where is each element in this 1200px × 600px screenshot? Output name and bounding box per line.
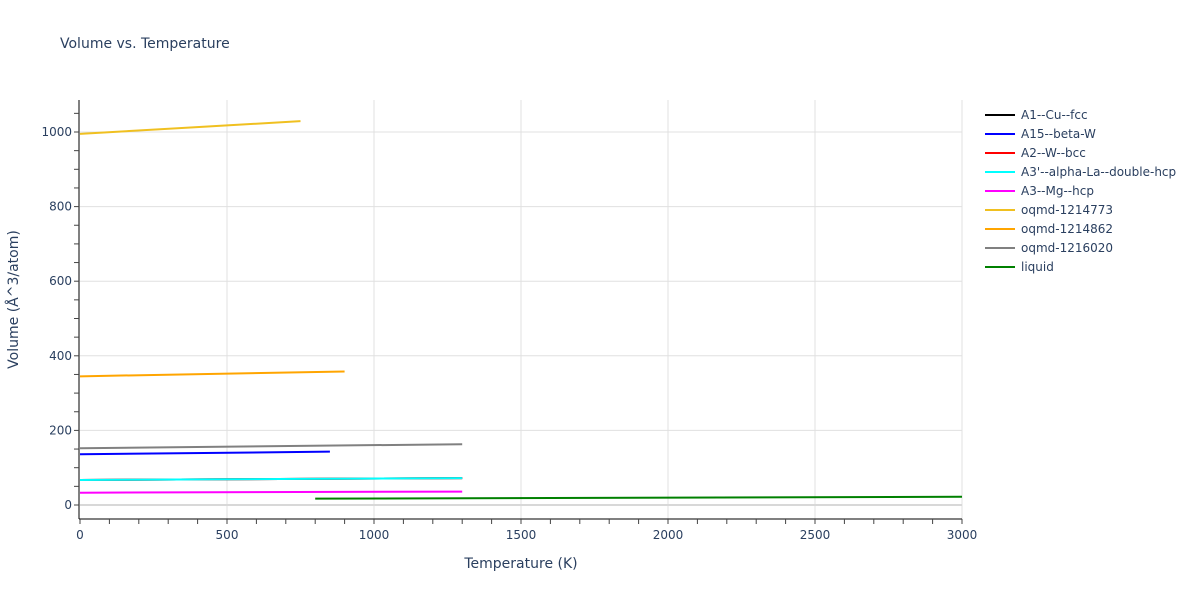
legend-item[interactable]: oqmd-1214862 [985,219,1176,238]
legend-label: A3--Mg--hcp [1021,183,1094,198]
legend-item[interactable]: oqmd-1214773 [985,200,1176,219]
x-tick-label: 3000 [947,528,978,542]
legend-item[interactable]: A2--W--bcc [985,143,1176,162]
legend-label: A1--Cu--fcc [1021,107,1088,122]
legend-label: A15--beta-W [1021,126,1096,141]
legend-item[interactable]: A15--beta-W [985,124,1176,143]
x-tick-label: 2500 [800,528,831,542]
y-tick-label: 400 [49,349,72,363]
y-tick-label: 200 [49,423,72,437]
legend-swatch-icon [985,151,1015,154]
x-tick-label: 500 [216,528,239,542]
legend-swatch-icon [985,170,1015,173]
legend: A1--Cu--fcc A15--beta-W A2--W--bcc A3'--alp… [985,105,1176,276]
legend-item[interactable]: A3--Mg--hcp [985,181,1176,200]
y-tick-label: 1000 [41,125,72,139]
series-line-a3-mg-hcp[interactable] [79,490,463,494]
series-line-liquid[interactable] [315,495,963,500]
y-axis-title: Volume (Å^3/atom) [5,230,22,369]
chart-title: Volume vs. Temperature [60,36,230,52]
series-line-oqmd-1216020[interactable] [79,443,463,450]
legend-label: A3'--alpha-La--double-hcp [1021,164,1177,179]
legend-label: oqmd-1214773 [1021,202,1114,217]
legend-item[interactable]: A3'--alpha-La--double-hcp [985,162,1176,181]
legend-item[interactable]: A1--Cu--fcc [985,105,1176,124]
legend-swatch-icon [985,265,1015,268]
x-tick-label: 1500 [506,528,537,542]
legend-swatch-icon [985,132,1015,135]
x-tick-label: 2000 [653,528,684,542]
legend-label: A2--W--bcc [1021,145,1086,160]
series-line-a3-alpha-la-double-hcp[interactable] [79,477,463,482]
legend-swatch-icon [985,246,1015,249]
legend-label: liquid [1021,259,1054,274]
x-axis-title: Temperature (K) [463,556,577,572]
legend-item[interactable]: oqmd-1216020 [985,238,1176,257]
y-tick-label: 600 [49,274,72,288]
y-tick-label: 0 [64,498,72,512]
legend-swatch-icon [985,189,1015,192]
x-tick-label: 1000 [359,528,390,542]
series-line-a15-beta-w[interactable] [79,450,330,456]
legend-label: oqmd-1216020 [1021,240,1114,255]
legend-swatch-icon [985,208,1015,211]
legend-swatch-icon [985,113,1015,116]
legend-item[interactable]: liquid [985,257,1176,276]
series-line-oqmd-1214862[interactable] [79,370,345,378]
series-line-oqmd-1214773[interactable] [79,120,301,135]
legend-label: oqmd-1214862 [1021,221,1114,236]
y-tick-label: 800 [49,200,72,214]
x-tick-label: 0 [76,528,84,542]
legend-swatch-icon [985,227,1015,230]
